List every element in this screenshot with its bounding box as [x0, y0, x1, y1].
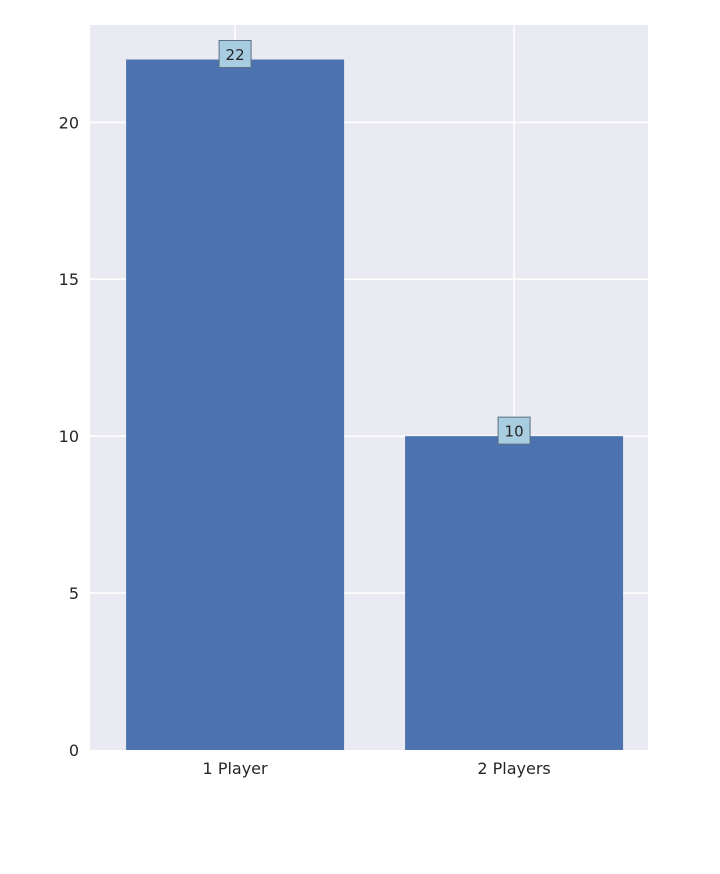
data-labels: 22 10 [218, 40, 531, 445]
bar-2 [405, 436, 624, 750]
x-tick-label: 2 Players [477, 759, 550, 778]
y-tick-label: 0 [69, 741, 79, 760]
x-tick-label: 1 Player [203, 759, 268, 778]
data-label-1: 22 [218, 40, 252, 69]
data-label-text: 22 [226, 46, 245, 64]
y-tick-label: 10 [59, 427, 79, 446]
y-tick-label: 20 [59, 113, 79, 132]
bars [126, 59, 624, 751]
y-tick-label: 15 [59, 270, 79, 289]
data-label-box [497, 416, 531, 445]
data-label-box [218, 40, 252, 69]
y-tick-label: 5 [69, 584, 79, 603]
data-label-2: 10 [497, 416, 531, 445]
bar-1 [126, 59, 345, 751]
x-axis: 1 Player 2 Players [203, 759, 551, 778]
data-label-text: 10 [505, 423, 524, 441]
y-axis: 0 5 10 15 20 [59, 113, 79, 760]
